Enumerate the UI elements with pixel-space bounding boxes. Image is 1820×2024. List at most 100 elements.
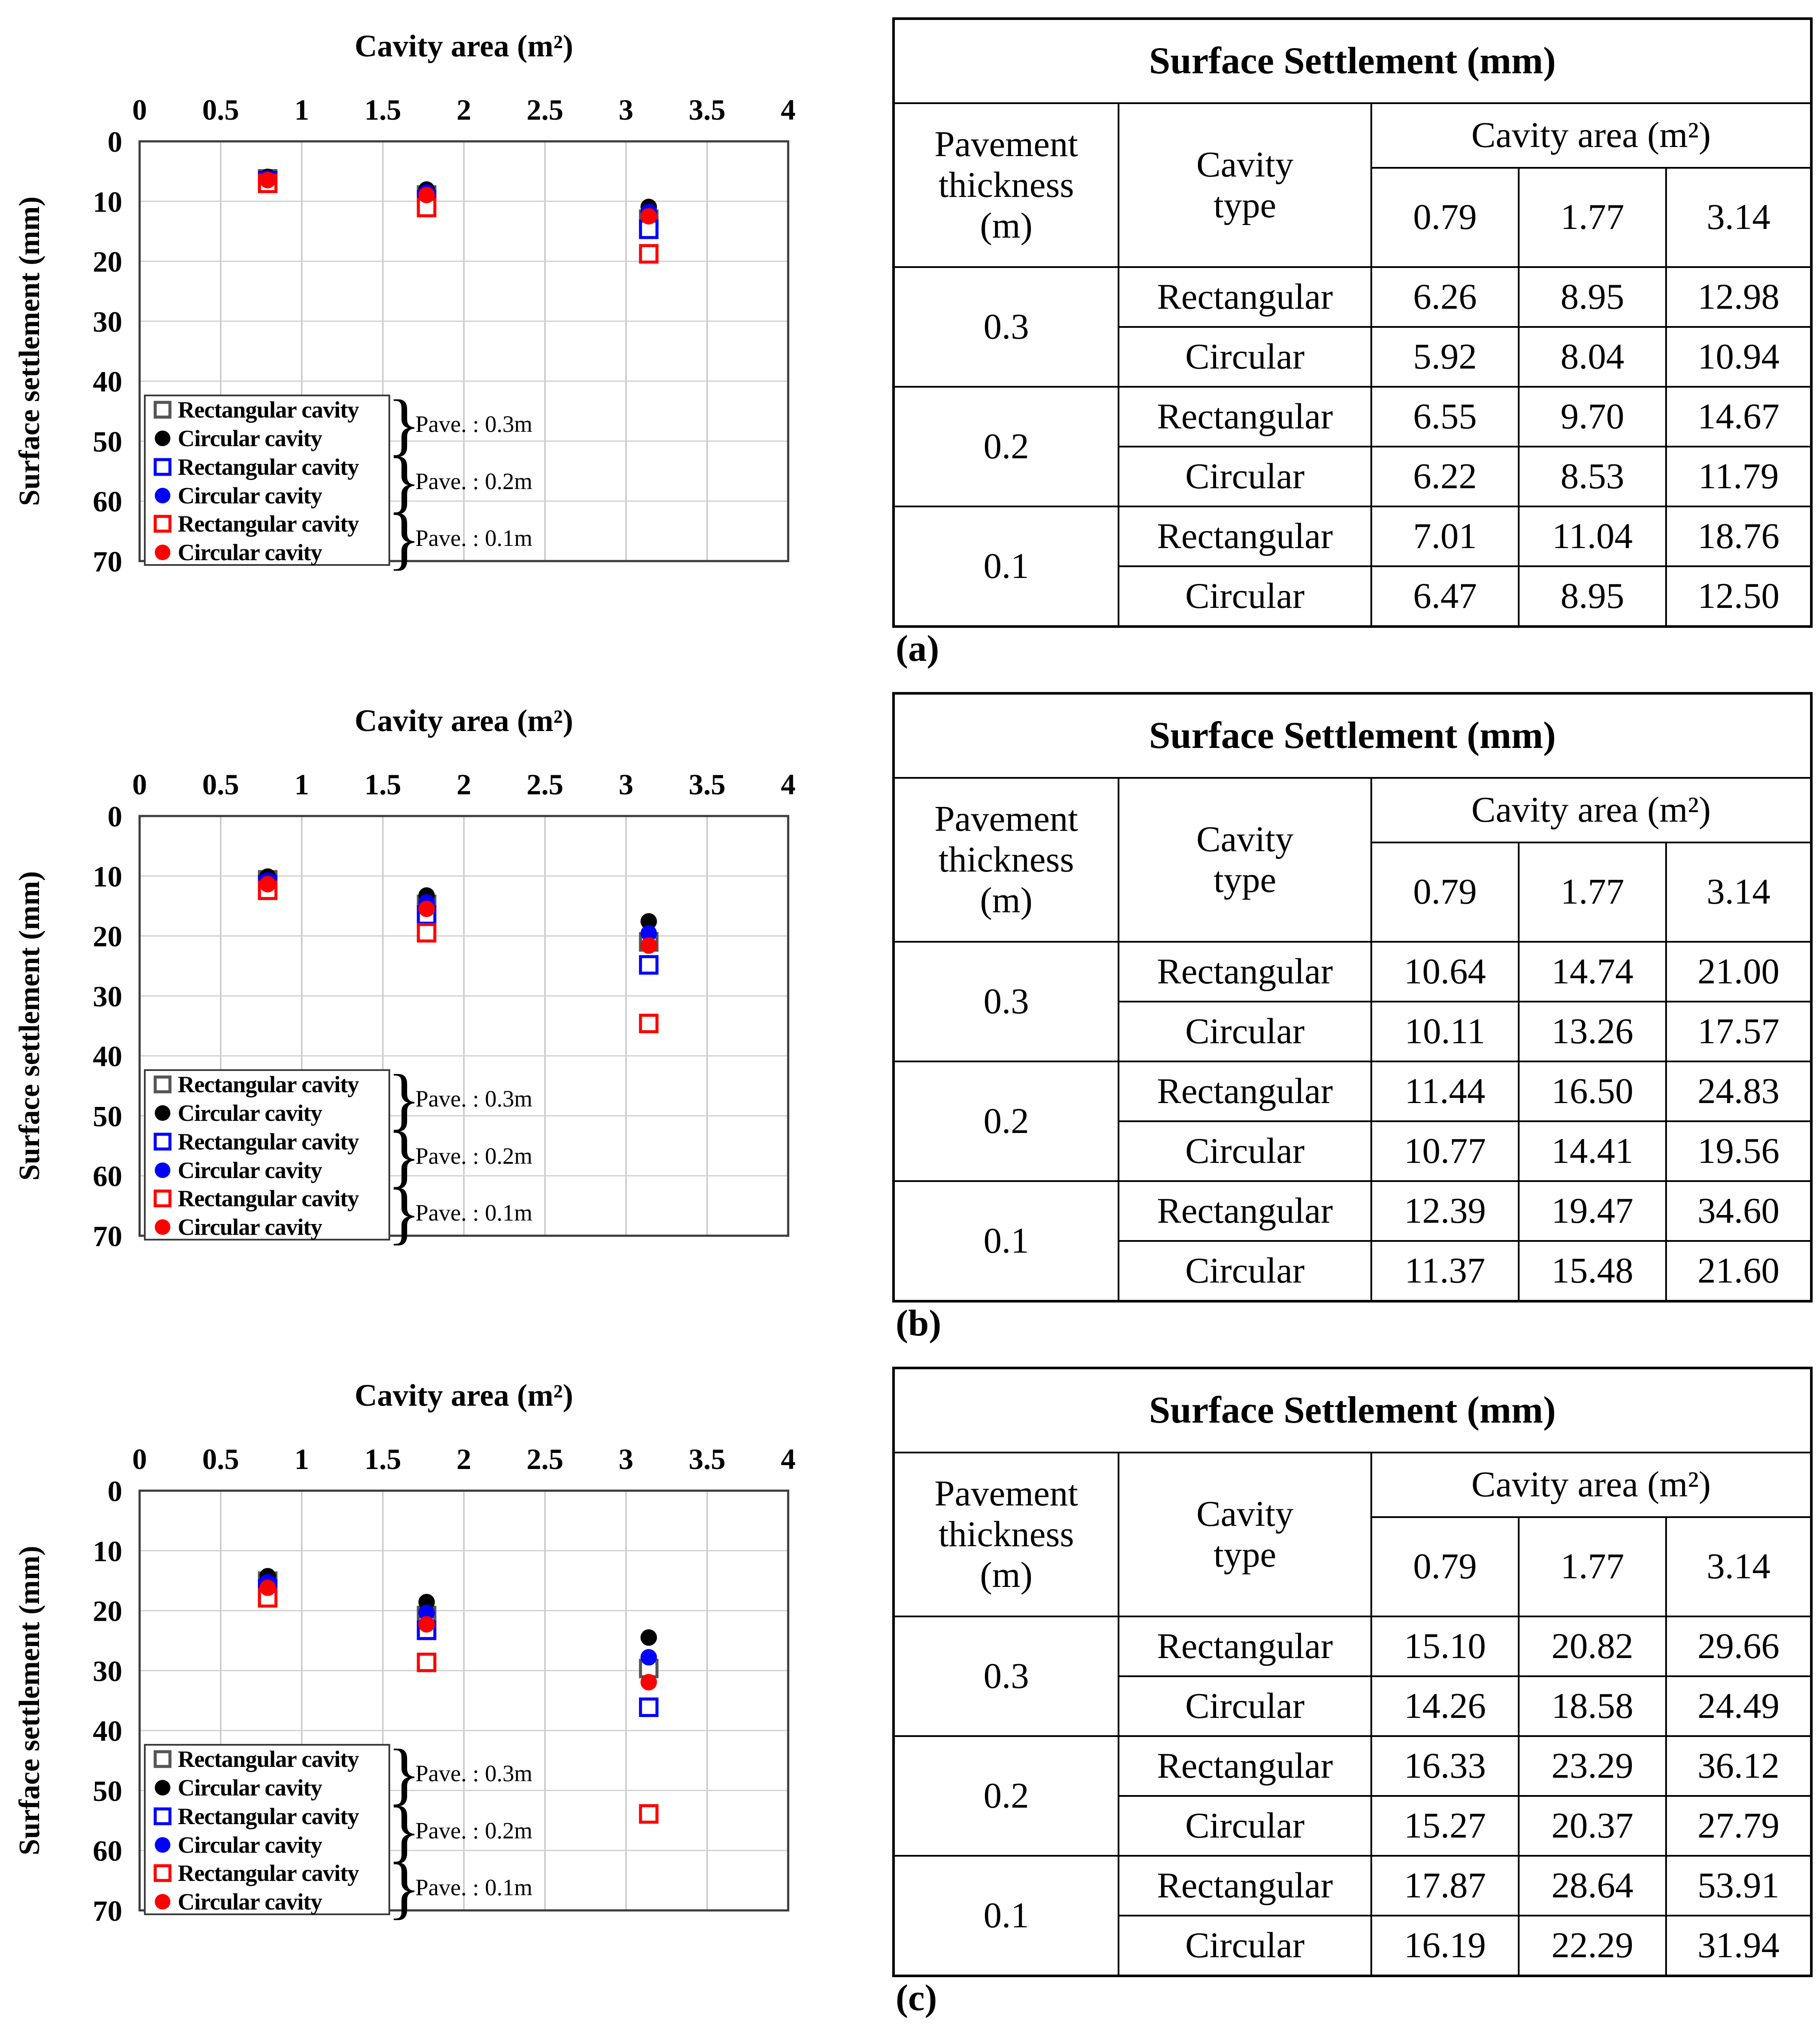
area-column-header: 1.77 bbox=[1518, 842, 1667, 943]
point-rectangular-pave-0.1 bbox=[639, 1804, 659, 1824]
value-cell: 8.95 bbox=[1518, 565, 1667, 627]
point-rectangular-pave-0.2 bbox=[639, 955, 659, 975]
value-cell: 6.55 bbox=[1370, 386, 1520, 447]
value-cell: 8.04 bbox=[1518, 326, 1667, 388]
legend-label: Rectangular cavity bbox=[178, 1860, 359, 1886]
plot-border bbox=[138, 140, 789, 562]
pavement-group-label: Pave. : 0.2m bbox=[415, 1143, 532, 1169]
value-cell: 19.47 bbox=[1518, 1180, 1667, 1242]
legend-marker-open-square bbox=[153, 1864, 172, 1882]
x-tick-label: 3.5 bbox=[689, 93, 726, 126]
table-title: Surface Settlement (mm) bbox=[893, 1367, 1812, 1453]
x-tick-label: 2.5 bbox=[527, 768, 564, 801]
legend-marker-filled-circle bbox=[155, 1219, 170, 1235]
cavity-type-header: Cavity type bbox=[1118, 777, 1372, 943]
legend-marker-filled-circle bbox=[155, 1162, 170, 1178]
legend-group-brace: } bbox=[388, 385, 421, 463]
y-tick-label: 0 bbox=[108, 800, 122, 833]
value-cell: 16.33 bbox=[1370, 1735, 1520, 1797]
x-tick-label: 0.5 bbox=[202, 1443, 239, 1476]
y-tick-label: 50 bbox=[93, 425, 122, 458]
point-rectangular-pave-0.1 bbox=[639, 244, 659, 264]
cavity-type-cell: Circular bbox=[1118, 1120, 1372, 1182]
legend-group-brace: } bbox=[388, 443, 421, 520]
legend-marker-open-square bbox=[153, 458, 172, 476]
legend-marker-filled-circle bbox=[155, 488, 170, 503]
area-column-header: 3.14 bbox=[1665, 167, 1812, 268]
legend-marker-open-square bbox=[153, 515, 172, 533]
point-circular-pave-0.1 bbox=[259, 172, 276, 189]
cavity-type-cell: Circular bbox=[1118, 1675, 1372, 1737]
pavement-thickness-header: Pavement thickness (m) bbox=[893, 1452, 1119, 1617]
value-cell: 12.39 bbox=[1370, 1180, 1520, 1242]
legend-group-brace: } bbox=[388, 1792, 421, 1869]
y-tick-label: 20 bbox=[93, 920, 122, 953]
area-column-header: 1.77 bbox=[1518, 1516, 1667, 1617]
value-cell: 20.37 bbox=[1518, 1795, 1667, 1857]
legend-marker-filled-circle bbox=[155, 1105, 170, 1121]
point-circular-pave-0.2 bbox=[640, 925, 657, 942]
point-circular-pave-0.2 bbox=[418, 1604, 435, 1621]
point-circular-pave-0.1 bbox=[259, 876, 276, 893]
value-cell: 11.44 bbox=[1370, 1061, 1520, 1122]
y-tick-label: 10 bbox=[93, 1534, 122, 1567]
legend-box bbox=[144, 1069, 390, 1241]
table-b: Surface Settlement (mm) Pavement thicknes… bbox=[892, 692, 1813, 1303]
table-title: Surface Settlement (mm) bbox=[893, 692, 1812, 779]
point-circular-pave-0.1 bbox=[640, 937, 657, 954]
legend-label: Circular cavity bbox=[178, 1214, 322, 1240]
cavity-area-header: Cavity area (m²) bbox=[1370, 777, 1812, 843]
thickness-cell: 0.3 bbox=[893, 1616, 1119, 1737]
value-cell: 17.87 bbox=[1370, 1855, 1520, 1916]
value-cell: 36.12 bbox=[1665, 1735, 1812, 1797]
x-tick-label: 1 bbox=[294, 768, 309, 801]
cavity-type-cell: Rectangular bbox=[1118, 266, 1372, 328]
pavement-thickness-header: Pavement thickness (m) bbox=[893, 777, 1119, 943]
cavity-type-cell: Circular bbox=[1118, 446, 1372, 507]
pavement-group-label: Pave. : 0.3m bbox=[415, 1086, 532, 1112]
cavity-area-header: Cavity area (m²) bbox=[1370, 1452, 1812, 1518]
cavity-type-header: Cavity type bbox=[1118, 102, 1372, 268]
chart-a-scatter: Cavity area (m²)0 0.5 1 1.5 2 2.5 3 3.5 40102030… bbox=[13, 29, 796, 578]
cavity-type-cell: Circular bbox=[1118, 1795, 1372, 1857]
point-rectangular-pave-0.1 bbox=[417, 198, 437, 218]
pavement-group-label: Pave. : 0.2m bbox=[415, 468, 532, 494]
thickness-cell: 0.1 bbox=[893, 506, 1119, 627]
legend-marker-open-square bbox=[153, 1807, 172, 1825]
legend-marker-filled-circle bbox=[155, 1837, 170, 1853]
value-cell: 8.95 bbox=[1518, 266, 1667, 328]
legend-marker-filled-circle bbox=[155, 431, 170, 446]
value-cell: 29.66 bbox=[1665, 1616, 1812, 1677]
x-tick-label: 4 bbox=[781, 93, 796, 126]
cavity-type-cell: Rectangular bbox=[1118, 506, 1372, 567]
pavement-group-label: Pave. : 0.3m bbox=[415, 1760, 532, 1786]
legend-label: Rectangular cavity bbox=[178, 1746, 359, 1772]
y-tick-label: 30 bbox=[93, 980, 122, 1013]
area-column-header: 0.79 bbox=[1370, 167, 1520, 268]
area-column-header: 0.79 bbox=[1370, 1516, 1520, 1617]
thickness-cell: 0.1 bbox=[893, 1180, 1119, 1302]
legend-label: Circular cavity bbox=[178, 1832, 322, 1858]
cavity-type-cell: Rectangular bbox=[1118, 1735, 1372, 1797]
table-a: Surface Settlement (mm) Pavement thicknes… bbox=[892, 17, 1813, 628]
x-axis-title: Cavity area (m²) bbox=[355, 1378, 573, 1413]
y-tick-label: 70 bbox=[93, 1894, 122, 1927]
x-tick-label: 2 bbox=[457, 93, 471, 126]
value-cell: 11.04 bbox=[1518, 506, 1667, 567]
value-cell: 14.41 bbox=[1518, 1120, 1667, 1182]
value-cell: 6.47 bbox=[1370, 565, 1520, 627]
y-tick-label: 20 bbox=[93, 1595, 122, 1628]
legend-marker-open-square bbox=[153, 1133, 172, 1151]
x-tick-label: 1 bbox=[294, 93, 309, 126]
chart-c-scatter: Cavity area (m²)0 0.5 1 1.5 2 2.5 3 3.5 40102030… bbox=[13, 1378, 796, 1927]
y-tick-label: 0 bbox=[108, 1475, 122, 1508]
pavement-group-label: Pave. : 0.2m bbox=[415, 1818, 532, 1844]
cavity-type-cell: Circular bbox=[1118, 1001, 1372, 1062]
value-cell: 10.11 bbox=[1370, 1001, 1520, 1062]
panel-a: Cavity area (m²) 0 0.5 1 1.5 2 2.5 3 3.5 4 0 10 20 30… bbox=[0, 0, 1820, 675]
value-cell: 20.82 bbox=[1518, 1616, 1667, 1677]
legend-label: Circular cavity bbox=[178, 1889, 322, 1915]
y-tick-label: 40 bbox=[93, 1714, 122, 1747]
pavement-group-label: Pave. : 0.1m bbox=[415, 1200, 532, 1226]
legend-marker-filled-circle bbox=[155, 1780, 170, 1795]
